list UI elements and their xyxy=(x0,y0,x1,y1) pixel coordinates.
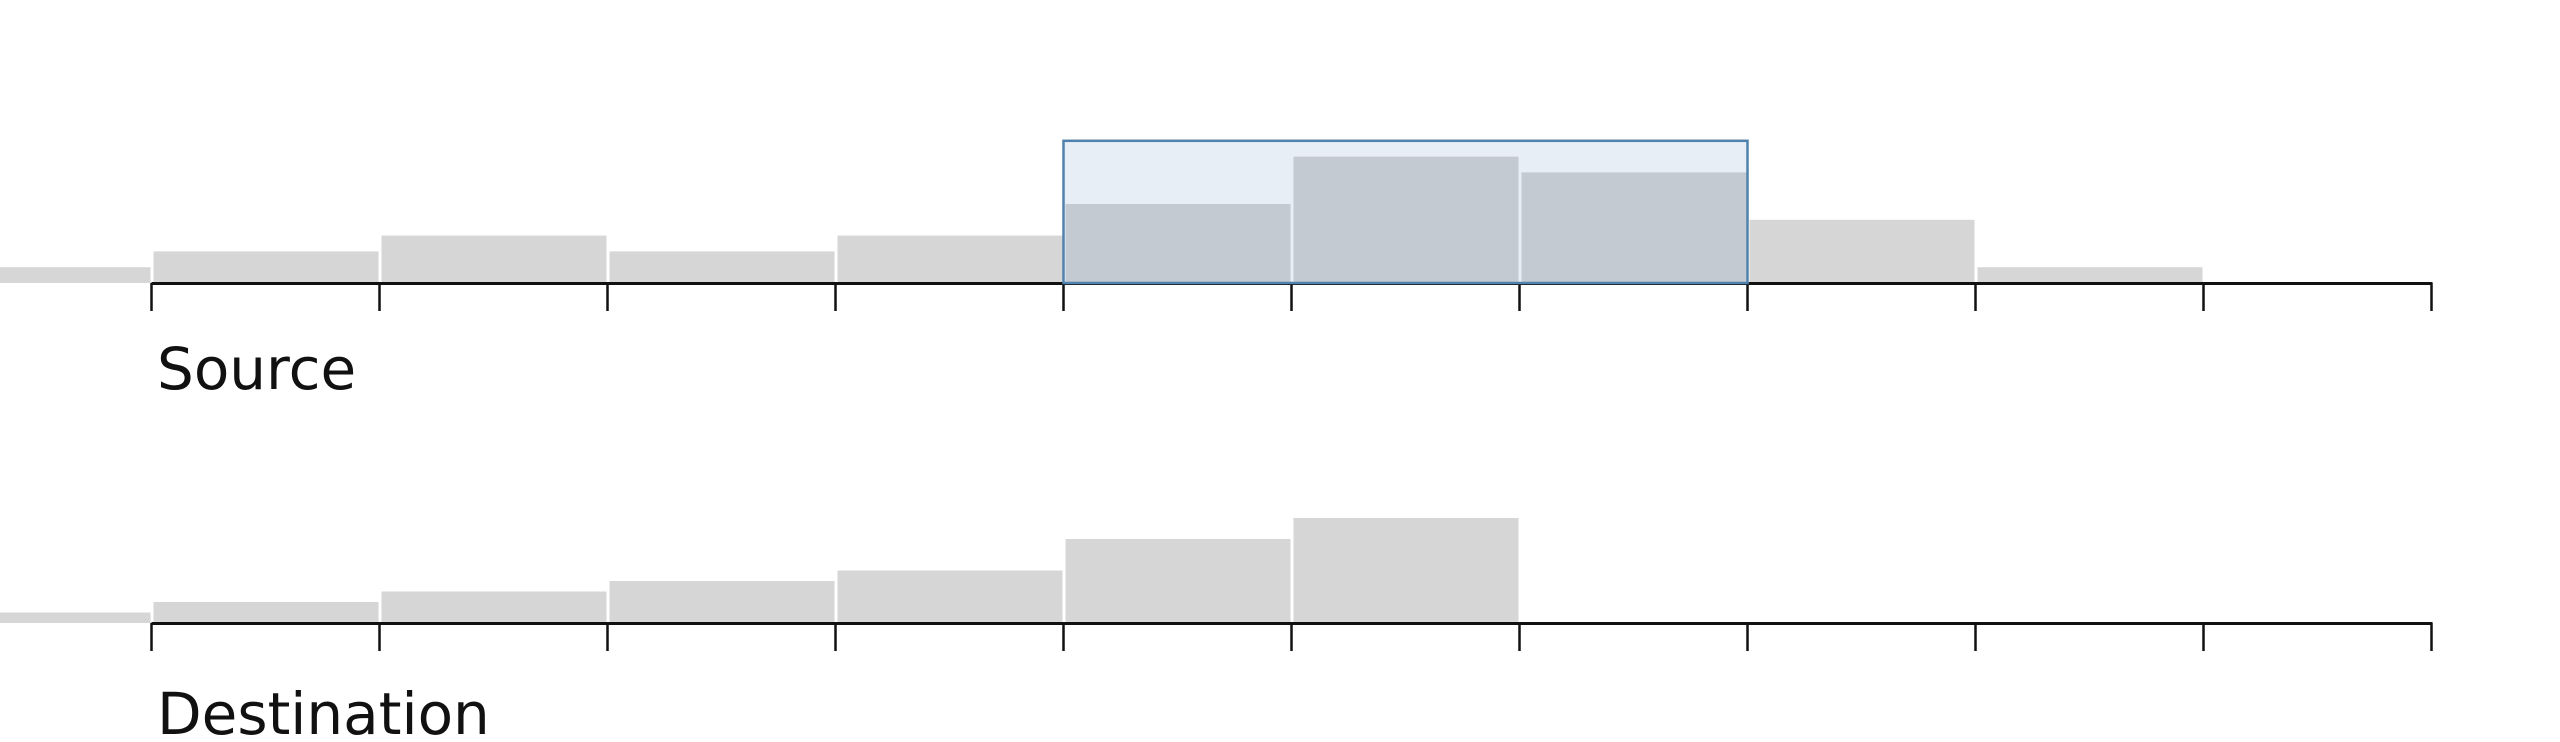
destination-histogram xyxy=(0,518,2433,651)
source-bar xyxy=(0,267,151,283)
source-label: Source xyxy=(157,335,356,403)
source-histogram xyxy=(0,139,2433,311)
destination-bar xyxy=(609,581,835,623)
destination-bar xyxy=(1065,539,1291,623)
source-brush[interactable] xyxy=(1062,139,1749,285)
source-bar xyxy=(153,251,379,283)
source-bar xyxy=(381,235,607,283)
source-bar xyxy=(1065,204,1291,283)
destination-bar xyxy=(1293,518,1519,623)
destination-bar xyxy=(0,612,151,623)
source-bar xyxy=(1749,219,1975,283)
destination-bar xyxy=(153,602,379,623)
source-bar xyxy=(609,251,835,283)
destination-bar xyxy=(837,570,1063,623)
source-bar xyxy=(1293,156,1519,283)
source-bar xyxy=(1521,172,1747,283)
source-bar xyxy=(837,235,1063,283)
destination-bar xyxy=(381,591,607,623)
destination-label: Destination xyxy=(157,680,490,742)
source-bar xyxy=(1977,267,2203,283)
